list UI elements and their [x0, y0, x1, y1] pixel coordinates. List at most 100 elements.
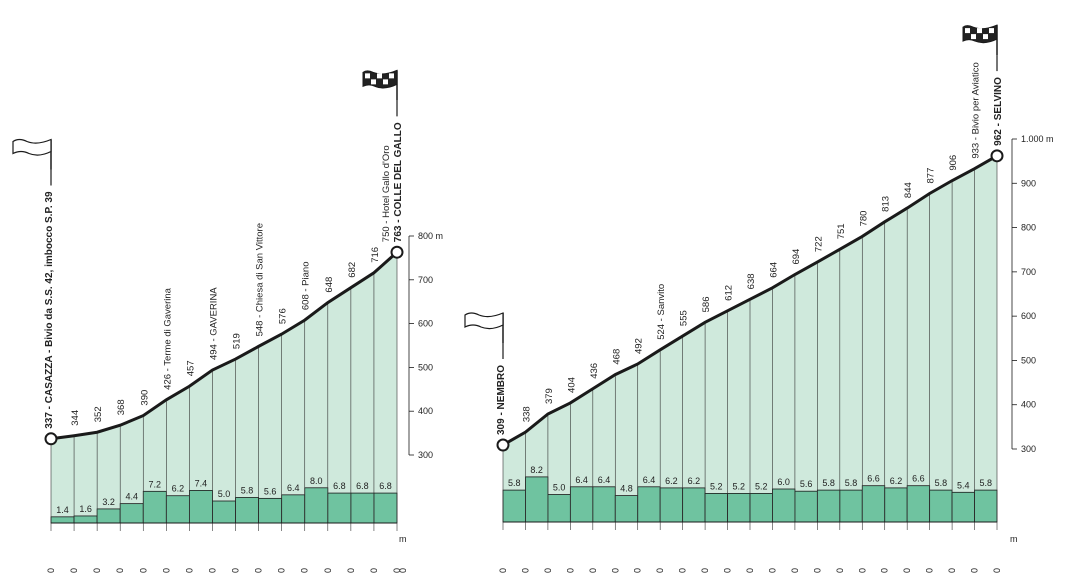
- gradient-label: 6.4: [643, 475, 656, 485]
- y-tick-label: 400: [1021, 400, 1036, 410]
- x-tick-label: 0.500: [520, 568, 530, 573]
- gradient-label: 6.2: [890, 476, 903, 486]
- gradient-bar: [861, 485, 886, 523]
- gradient-label: 5.2: [710, 481, 723, 491]
- gradient-bar: [704, 492, 728, 523]
- gradient-label: 5.2: [733, 481, 746, 491]
- gradient-label: 5.8: [935, 478, 948, 488]
- endpoint-label: 763 - COLLE DEL GALLO: [393, 122, 404, 242]
- profile-area: [51, 252, 397, 523]
- gradient-label: 6.8: [333, 481, 346, 491]
- y-tick-label: 600: [418, 319, 433, 329]
- gradient-label: 3.2: [102, 497, 115, 507]
- gradient-label: 5.6: [264, 486, 277, 496]
- x-tick-label: 8.500: [880, 568, 890, 573]
- gradient-label: 5.4: [957, 480, 970, 490]
- x-tick-label: 3.000: [184, 568, 194, 573]
- gradient-bar: [569, 486, 594, 523]
- x-tick-label: 2.000: [588, 568, 598, 573]
- gradient-bar: [525, 476, 549, 523]
- x-tick-label: 2.500: [161, 568, 171, 573]
- gradient-bar: [772, 488, 796, 523]
- gradient-bar: [659, 487, 684, 523]
- gradient-bar: [547, 494, 571, 523]
- y-tick-label: 500: [1021, 355, 1036, 365]
- x-tick-label: 7.000: [812, 568, 822, 573]
- y-tick-label: 300: [1021, 444, 1036, 454]
- start-point-marker: [496, 438, 510, 452]
- profile-line: [50, 251, 398, 441]
- y-tick-label: 800: [1021, 223, 1036, 233]
- x-tick-label: 1.500: [565, 568, 575, 573]
- profile-chart-casazza: 1.4 1.6 3.2 4.4 7.2 6.2 7.4 5.0 5.8 5.6 6.4 8.0 6.8 6…: [12, 69, 443, 573]
- elevation-label: 844: [903, 182, 914, 198]
- x-tick-label: 7.500: [392, 568, 402, 573]
- x-tick-label: 10.500: [970, 568, 980, 573]
- x-tick-label: 5.000: [723, 568, 733, 573]
- vertical-gridlines: [50, 252, 398, 531]
- gradient-bar: [281, 494, 306, 524]
- gradient-bar: [73, 515, 98, 524]
- elevation-label: 780: [858, 211, 869, 227]
- gradient-bar: [304, 487, 329, 524]
- x-tick-label: 1.000: [92, 568, 102, 573]
- gradient-label: 6.4: [575, 475, 588, 485]
- gradient-bars: 5.8 8.2 5.0 6.4 6.4 4.8 6.4 6.2 6.2 5.2 5.2 5.2 6.0 5…: [502, 465, 998, 523]
- x-tick-label: 10.000: [947, 568, 957, 573]
- gradient-bar: [839, 489, 863, 523]
- gradient-label: 5.0: [553, 483, 566, 493]
- elevation-label: 813: [881, 196, 892, 212]
- elevation-label: 682: [347, 262, 358, 278]
- x-tick-label: 9.000: [902, 568, 912, 573]
- x-tick-label: 0.500: [69, 568, 79, 573]
- elevation-label: 933 - Bivio per Aviatico: [971, 62, 982, 158]
- gradient-bar: [816, 489, 841, 523]
- finish-point-marker: [990, 149, 1004, 163]
- start-point-marker: [44, 432, 58, 446]
- gradient-bar: [142, 490, 167, 524]
- x-tick-label: 2.500: [610, 568, 620, 573]
- gradient-bar: [906, 485, 931, 523]
- elevation-label: 426 - Terme di Gaverina: [162, 287, 173, 389]
- finish-point-marker: [390, 245, 404, 259]
- elevation-label: 390: [139, 390, 150, 406]
- elevation-label: 368: [116, 399, 127, 415]
- gradient-bar: [373, 492, 398, 524]
- gradient-bar: [50, 516, 75, 524]
- finish-flag-icon: [962, 24, 998, 56]
- gradient-label: 5.8: [508, 478, 521, 488]
- gradient-label: 6.0: [777, 477, 790, 487]
- x-tick-label: 11.000: [992, 568, 1002, 573]
- vertical-gridlines: [502, 155, 998, 530]
- elevation-label: 648: [324, 277, 335, 293]
- gradient-label: 6.2: [665, 476, 678, 486]
- gradient-label: 1.4: [56, 505, 69, 515]
- profile-chart-nembro: 5.8 8.2 5.0 6.4 6.4 4.8 6.4 6.2 6.2 5.2 5.2 5.2 6.0 5…: [464, 24, 1054, 573]
- gradient-bar: [350, 492, 375, 524]
- gradient-bar: [682, 487, 706, 523]
- gradient-label: 1.6: [79, 504, 92, 514]
- elevation-label: 338: [521, 406, 532, 422]
- x-tick-label: 3.500: [207, 568, 217, 573]
- y-tick-label: 900: [1021, 178, 1036, 188]
- gradient-label: 8.2: [530, 465, 543, 475]
- y-tick-label: 600: [1021, 311, 1036, 321]
- gradient-bar: [749, 492, 773, 523]
- elevation-label: 344: [70, 410, 81, 426]
- gradient-label: 6.8: [379, 481, 392, 491]
- start-flag-icon: [464, 312, 504, 343]
- elevation-label: 494 - GAVERINA: [208, 287, 219, 360]
- endpoint-label: 337 - CASAZZA - Bivio da S.S. 42, imbocc…: [44, 191, 55, 429]
- y-tick-label: 400: [418, 406, 433, 416]
- elevation-label: 468: [611, 349, 622, 365]
- gradient-bar: [614, 495, 639, 523]
- elevation-label: 750 - Hotel Gallo d'Oro: [381, 145, 392, 242]
- gradient-bar: [502, 489, 526, 523]
- x-axis: 0.000 0.500 1.000 1.500 2.000 2.500 3.000 3.500…: [498, 534, 1018, 573]
- elevation-label: 352: [93, 406, 104, 422]
- y-axis: 300 400 500 600 700 800 m: [408, 231, 443, 460]
- elevation-label: 751: [836, 223, 847, 239]
- gradient-label: 8.0: [310, 476, 323, 486]
- gradient-label: 6.8: [356, 481, 369, 491]
